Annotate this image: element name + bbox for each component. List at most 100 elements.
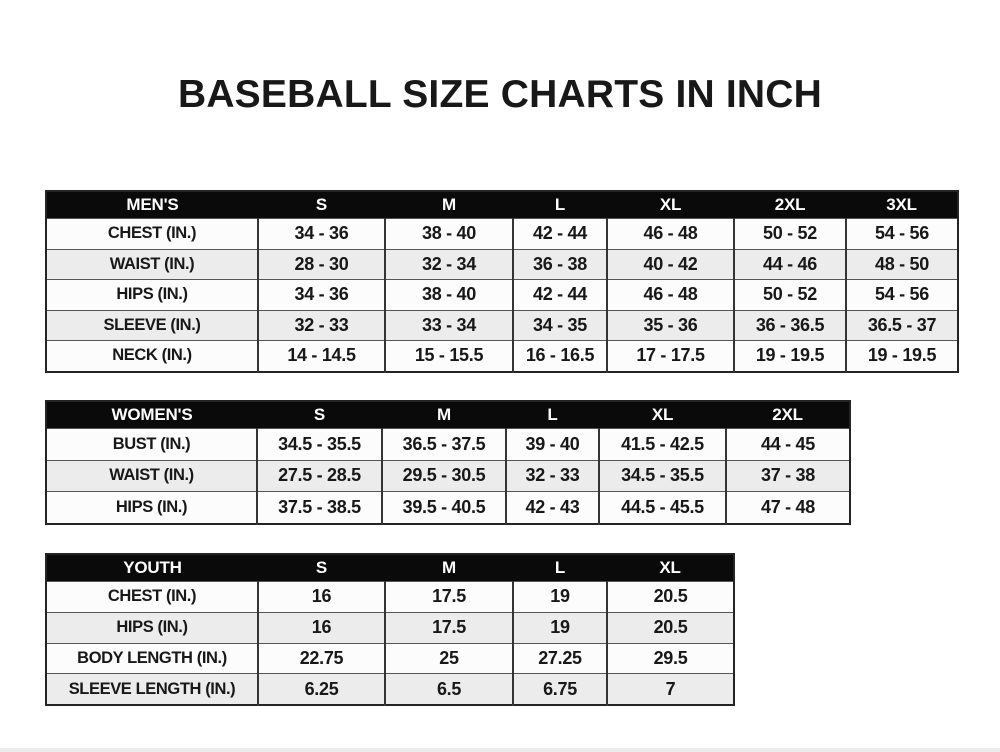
- table-row: NECK (IN.) 14 - 14.5 15 - 15.5 16 - 16.5…: [46, 340, 958, 372]
- table-cell: 7: [606, 673, 734, 706]
- mens-header-row: MEN'S S M L XL 2XL 3XL: [46, 191, 958, 219]
- womens-table-title: WOMEN'S: [46, 401, 257, 429]
- table-cell: 6.25: [257, 673, 385, 706]
- row-label: NECK (IN.): [46, 340, 258, 372]
- table-cell: 39 - 40: [505, 428, 599, 460]
- row-label: SLEEVE (IN.): [46, 309, 258, 341]
- youth-header-row: YOUTH S M L XL: [46, 554, 734, 582]
- table-cell: 40 - 42: [606, 248, 734, 280]
- mens-col-header-3xl: 3XL: [846, 191, 958, 219]
- table-cell: 34 - 36: [257, 279, 385, 310]
- table-cell: 35 - 36: [606, 309, 734, 341]
- mens-col-header-m: M: [385, 191, 513, 219]
- table-cell: 15 - 15.5: [384, 340, 513, 372]
- womens-header-row: WOMEN'S S M L XL 2XL: [46, 401, 850, 429]
- womens-size-table: WOMEN'S S M L XL 2XL BUST (IN.) 34.5 - 3…: [45, 400, 851, 525]
- table-cell: 41.5 - 42.5: [598, 428, 726, 460]
- row-label: WAIST (IN.): [46, 459, 257, 492]
- table-cell: 28 - 30: [257, 248, 385, 280]
- table-cell: 17.5: [384, 611, 513, 644]
- youth-size-table: YOUTH S M L XL CHEST (IN.) 16 17.5 19 20…: [45, 553, 735, 707]
- table-cell: 47 - 48: [725, 491, 850, 524]
- table-cell: 44 - 45: [725, 428, 850, 460]
- table-row: HIPS (IN.) 34 - 36 38 - 40 42 - 44 46 - …: [46, 279, 958, 310]
- table-cell: 42 - 43: [505, 491, 599, 524]
- table-cell: 32 - 33: [257, 309, 385, 341]
- table-cell: 36 - 38: [512, 248, 607, 280]
- table-cell: 19 - 19.5: [845, 340, 958, 372]
- table-cell: 32 - 34: [384, 248, 513, 280]
- table-cell: 29.5 - 30.5: [381, 459, 506, 492]
- table-cell: 14 - 14.5: [257, 340, 385, 372]
- mens-col-header-s: S: [258, 191, 385, 219]
- table-cell: 16 - 16.5: [512, 340, 607, 372]
- table-cell: 6.5: [384, 673, 513, 706]
- table-cell: 6.75: [512, 673, 607, 706]
- table-cell: 36 - 36.5: [733, 309, 846, 341]
- youth-col-header-l: L: [513, 554, 607, 582]
- youth-col-header-s: S: [258, 554, 385, 582]
- table-cell: 36.5 - 37.5: [381, 428, 506, 460]
- table-cell: 37.5 - 38.5: [256, 491, 382, 524]
- table-cell: 38 - 40: [384, 279, 513, 310]
- table-cell: 16: [257, 611, 385, 644]
- table-cell: 44 - 46: [733, 248, 846, 280]
- table-cell: 29.5: [606, 642, 734, 674]
- row-label: HIPS (IN.): [46, 491, 257, 524]
- page-title: BASEBALL SIZE CHARTS IN INCH: [177, 73, 823, 116]
- table-cell: 42 - 44: [512, 218, 607, 249]
- table-cell: 46 - 48: [606, 218, 734, 249]
- table-cell: 50 - 52: [733, 279, 846, 310]
- womens-col-header-l: L: [506, 401, 599, 429]
- table-cell: 37 - 38: [725, 459, 850, 492]
- table-row: BUST (IN.) 34.5 - 35.5 36.5 - 37.5 39 - …: [46, 428, 850, 460]
- mens-size-table: MEN'S S M L XL 2XL 3XL CHEST (IN.) 34 - …: [45, 190, 959, 373]
- table-cell: 17.5: [384, 581, 513, 613]
- table-cell: 42 - 44: [512, 279, 607, 310]
- row-label: BODY LENGTH (IN.): [46, 642, 258, 674]
- table-cell: 54 - 56: [845, 279, 958, 310]
- mens-col-header-xl: XL: [607, 191, 734, 219]
- row-label: HIPS (IN.): [46, 279, 258, 310]
- row-label: BUST (IN.): [46, 428, 257, 460]
- table-cell: 17 - 17.5: [606, 340, 734, 372]
- table-row: HIPS (IN.) 16 17.5 19 20.5: [46, 611, 734, 644]
- table-cell: 32 - 33: [505, 459, 599, 492]
- youth-col-header-m: M: [385, 554, 513, 582]
- table-cell: 36.5 - 37: [845, 309, 958, 341]
- row-label: CHEST (IN.): [46, 581, 258, 613]
- table-cell: 34.5 - 35.5: [598, 459, 726, 492]
- row-label: HIPS (IN.): [46, 611, 258, 644]
- mens-col-header-l: L: [513, 191, 607, 219]
- mens-table-title: MEN'S: [46, 191, 258, 219]
- table-cell: 34 - 35: [512, 309, 607, 341]
- table-cell: 19: [512, 581, 607, 613]
- womens-col-header-2xl: 2XL: [726, 401, 850, 429]
- table-cell: 27.5 - 28.5: [256, 459, 382, 492]
- table-cell: 19: [512, 611, 607, 644]
- row-label: WAIST (IN.): [46, 248, 258, 280]
- womens-col-header-xl: XL: [599, 401, 726, 429]
- table-row: SLEEVE LENGTH (IN.) 6.25 6.5 6.75 7: [46, 673, 734, 706]
- table-cell: 39.5 - 40.5: [381, 491, 506, 524]
- table-cell: 20.5: [606, 611, 734, 644]
- table-cell: 46 - 48: [606, 279, 734, 310]
- table-row: WAIST (IN.) 27.5 - 28.5 29.5 - 30.5 32 -…: [46, 459, 850, 492]
- table-row: CHEST (IN.) 16 17.5 19 20.5: [46, 581, 734, 613]
- table-cell: 44.5 - 45.5: [598, 491, 726, 524]
- table-cell: 19 - 19.5: [733, 340, 846, 372]
- table-row: BODY LENGTH (IN.) 22.75 25 27.25 29.5: [46, 642, 734, 674]
- table-cell: 50 - 52: [733, 218, 846, 249]
- mens-col-header-2xl: 2XL: [734, 191, 846, 219]
- scan-edge-artifact: [0, 748, 1000, 752]
- table-cell: 54 - 56: [845, 218, 958, 249]
- table-row: CHEST (IN.) 34 - 36 38 - 40 42 - 44 46 -…: [46, 218, 958, 249]
- table-cell: 22.75: [257, 642, 385, 674]
- table-cell: 16: [257, 581, 385, 613]
- youth-table-title: YOUTH: [46, 554, 258, 582]
- row-label: CHEST (IN.): [46, 218, 258, 249]
- table-cell: 20.5: [606, 581, 734, 613]
- table-cell: 27.25: [512, 642, 607, 674]
- table-cell: 48 - 50: [845, 248, 958, 280]
